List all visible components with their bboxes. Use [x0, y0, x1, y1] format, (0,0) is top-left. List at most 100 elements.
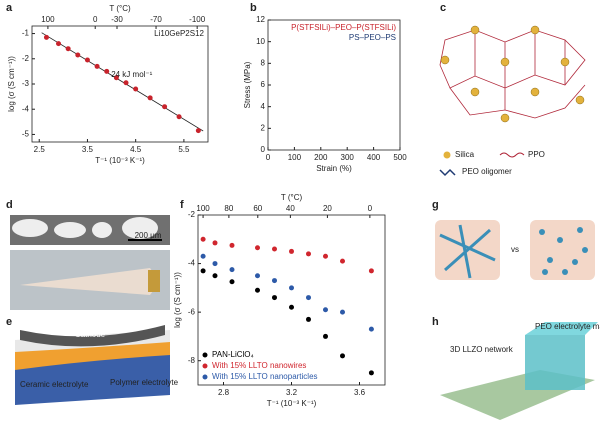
data-point — [340, 353, 345, 359]
x-tick-label: 300 — [341, 153, 355, 162]
data-point — [84, 57, 90, 63]
data-point — [65, 46, 71, 52]
legend-entry: PS–PEO–PS — [349, 33, 396, 42]
data-point — [212, 261, 218, 267]
y-tick-label: -2 — [22, 54, 30, 63]
data-point — [176, 114, 182, 120]
legend-text: PPO — [528, 150, 545, 159]
y-tick-label: -2 — [188, 210, 196, 219]
data-point — [229, 279, 235, 285]
x2-tick-label: 40 — [286, 204, 295, 213]
data-point — [104, 68, 110, 74]
x-axis-label: T⁻¹ (10⁻³ K⁻¹) — [95, 156, 145, 165]
data-point — [162, 104, 168, 110]
data-point — [229, 242, 235, 248]
legend-entry: PAN-LiClO₄ — [212, 350, 254, 359]
y-axis-label: log (σ (S cm⁻¹)) — [7, 56, 16, 112]
x-tick-label: 400 — [367, 153, 381, 162]
data-point — [43, 34, 49, 40]
data-point — [272, 295, 277, 301]
y-tick-label: 10 — [256, 37, 265, 46]
x-tick-label: 2.5 — [34, 145, 46, 154]
x-axis-label: T⁻¹ (10⁻³ K⁻¹) — [267, 399, 317, 408]
data-point — [200, 236, 206, 242]
data-point — [147, 95, 153, 101]
x2-tick-label: -70 — [150, 15, 162, 24]
y-tick-label: -8 — [188, 356, 196, 365]
x-tick-label: 3.5 — [82, 145, 94, 154]
legend-entry: P(STFSILi)–PEO–P(STFSILi) — [291, 23, 396, 32]
data-point — [212, 240, 218, 246]
data-point — [368, 268, 374, 274]
data-point — [200, 268, 206, 274]
y-tick-label: -1 — [22, 29, 30, 38]
x2-tick-label: 0 — [368, 204, 373, 213]
data-point — [340, 309, 345, 315]
data-point — [368, 326, 374, 332]
legend-entry: Li10GeP2S12 — [154, 29, 204, 38]
callout: 3D LLZO network — [450, 345, 514, 354]
x2-axis-label: T (°C) — [109, 4, 131, 13]
panel-label: c — [440, 2, 446, 14]
x-tick-label: 500 — [393, 153, 407, 162]
component-label: Ceramic electrolyte — [20, 380, 89, 389]
x-tick-label: 100 — [288, 153, 302, 162]
data-point — [289, 285, 294, 291]
x2-tick-label: 60 — [253, 204, 262, 213]
data-point — [323, 307, 328, 313]
y-tick-label: 2 — [261, 123, 266, 132]
cathode-label: Cathode — [75, 330, 106, 339]
micrograph: 200 μm — [10, 215, 170, 310]
data-point — [212, 273, 218, 279]
y-tick-label: 4 — [261, 102, 266, 111]
data-point — [255, 273, 260, 279]
annotation: 24 kJ mol⁻¹ — [111, 70, 152, 79]
data-point — [323, 333, 328, 339]
component-label: Polymer electrolyte — [110, 378, 179, 387]
legend-entry: With 15% LLTO nanoparticles — [212, 372, 318, 381]
vs-label: vs — [511, 245, 519, 254]
x-tick-label: 3.2 — [286, 388, 298, 397]
y-tick-label: 8 — [261, 58, 266, 67]
legend-text: PEO oligomer — [462, 167, 512, 176]
x-tick-label: 0 — [266, 153, 271, 162]
y-tick-label: -6 — [188, 307, 196, 316]
x2-tick-label: 100 — [196, 204, 210, 213]
legend-entry: With 15% LLTO nanowires — [212, 361, 306, 370]
legend-marker — [202, 363, 208, 369]
panel-label: f — [180, 199, 184, 211]
data-point — [306, 251, 311, 257]
data-point — [255, 245, 260, 251]
panel-label: a — [6, 2, 13, 14]
data-point — [272, 246, 277, 252]
data-point — [306, 295, 311, 301]
x-axis-label: Strain (%) — [316, 164, 352, 173]
panel-label: b — [250, 2, 257, 14]
data-point — [229, 267, 235, 273]
callout: PEO electrolyte matrix — [535, 322, 600, 331]
x2-tick-label: 80 — [224, 204, 233, 213]
x-tick-label: 2.8 — [218, 388, 230, 397]
network-diagram: Silica PPO PEO oligomer — [432, 18, 592, 176]
data-point — [368, 370, 374, 376]
data-point — [340, 258, 345, 264]
y-tick-label: 12 — [256, 15, 265, 24]
data-point — [306, 316, 311, 322]
panel-label: g — [432, 199, 439, 211]
plot-frame — [197, 214, 386, 386]
data-point — [195, 128, 201, 134]
x2-tick-label: 100 — [41, 15, 55, 24]
data-point — [123, 80, 129, 86]
llzo-schematic: PEO electrolyte matrix 3D LLZO network — [440, 322, 600, 420]
legend-text: Silica — [455, 150, 475, 159]
y-tick-label: -4 — [22, 104, 30, 113]
y-tick-label: -4 — [188, 259, 196, 268]
scale-bar-label: 200 μm — [135, 231, 162, 240]
x2-tick-label: 20 — [323, 204, 332, 213]
data-point — [75, 52, 81, 58]
x2-tick-label: -30 — [111, 15, 123, 24]
panel-label: h — [432, 316, 439, 328]
data-point — [56, 41, 62, 47]
data-point — [255, 287, 260, 293]
